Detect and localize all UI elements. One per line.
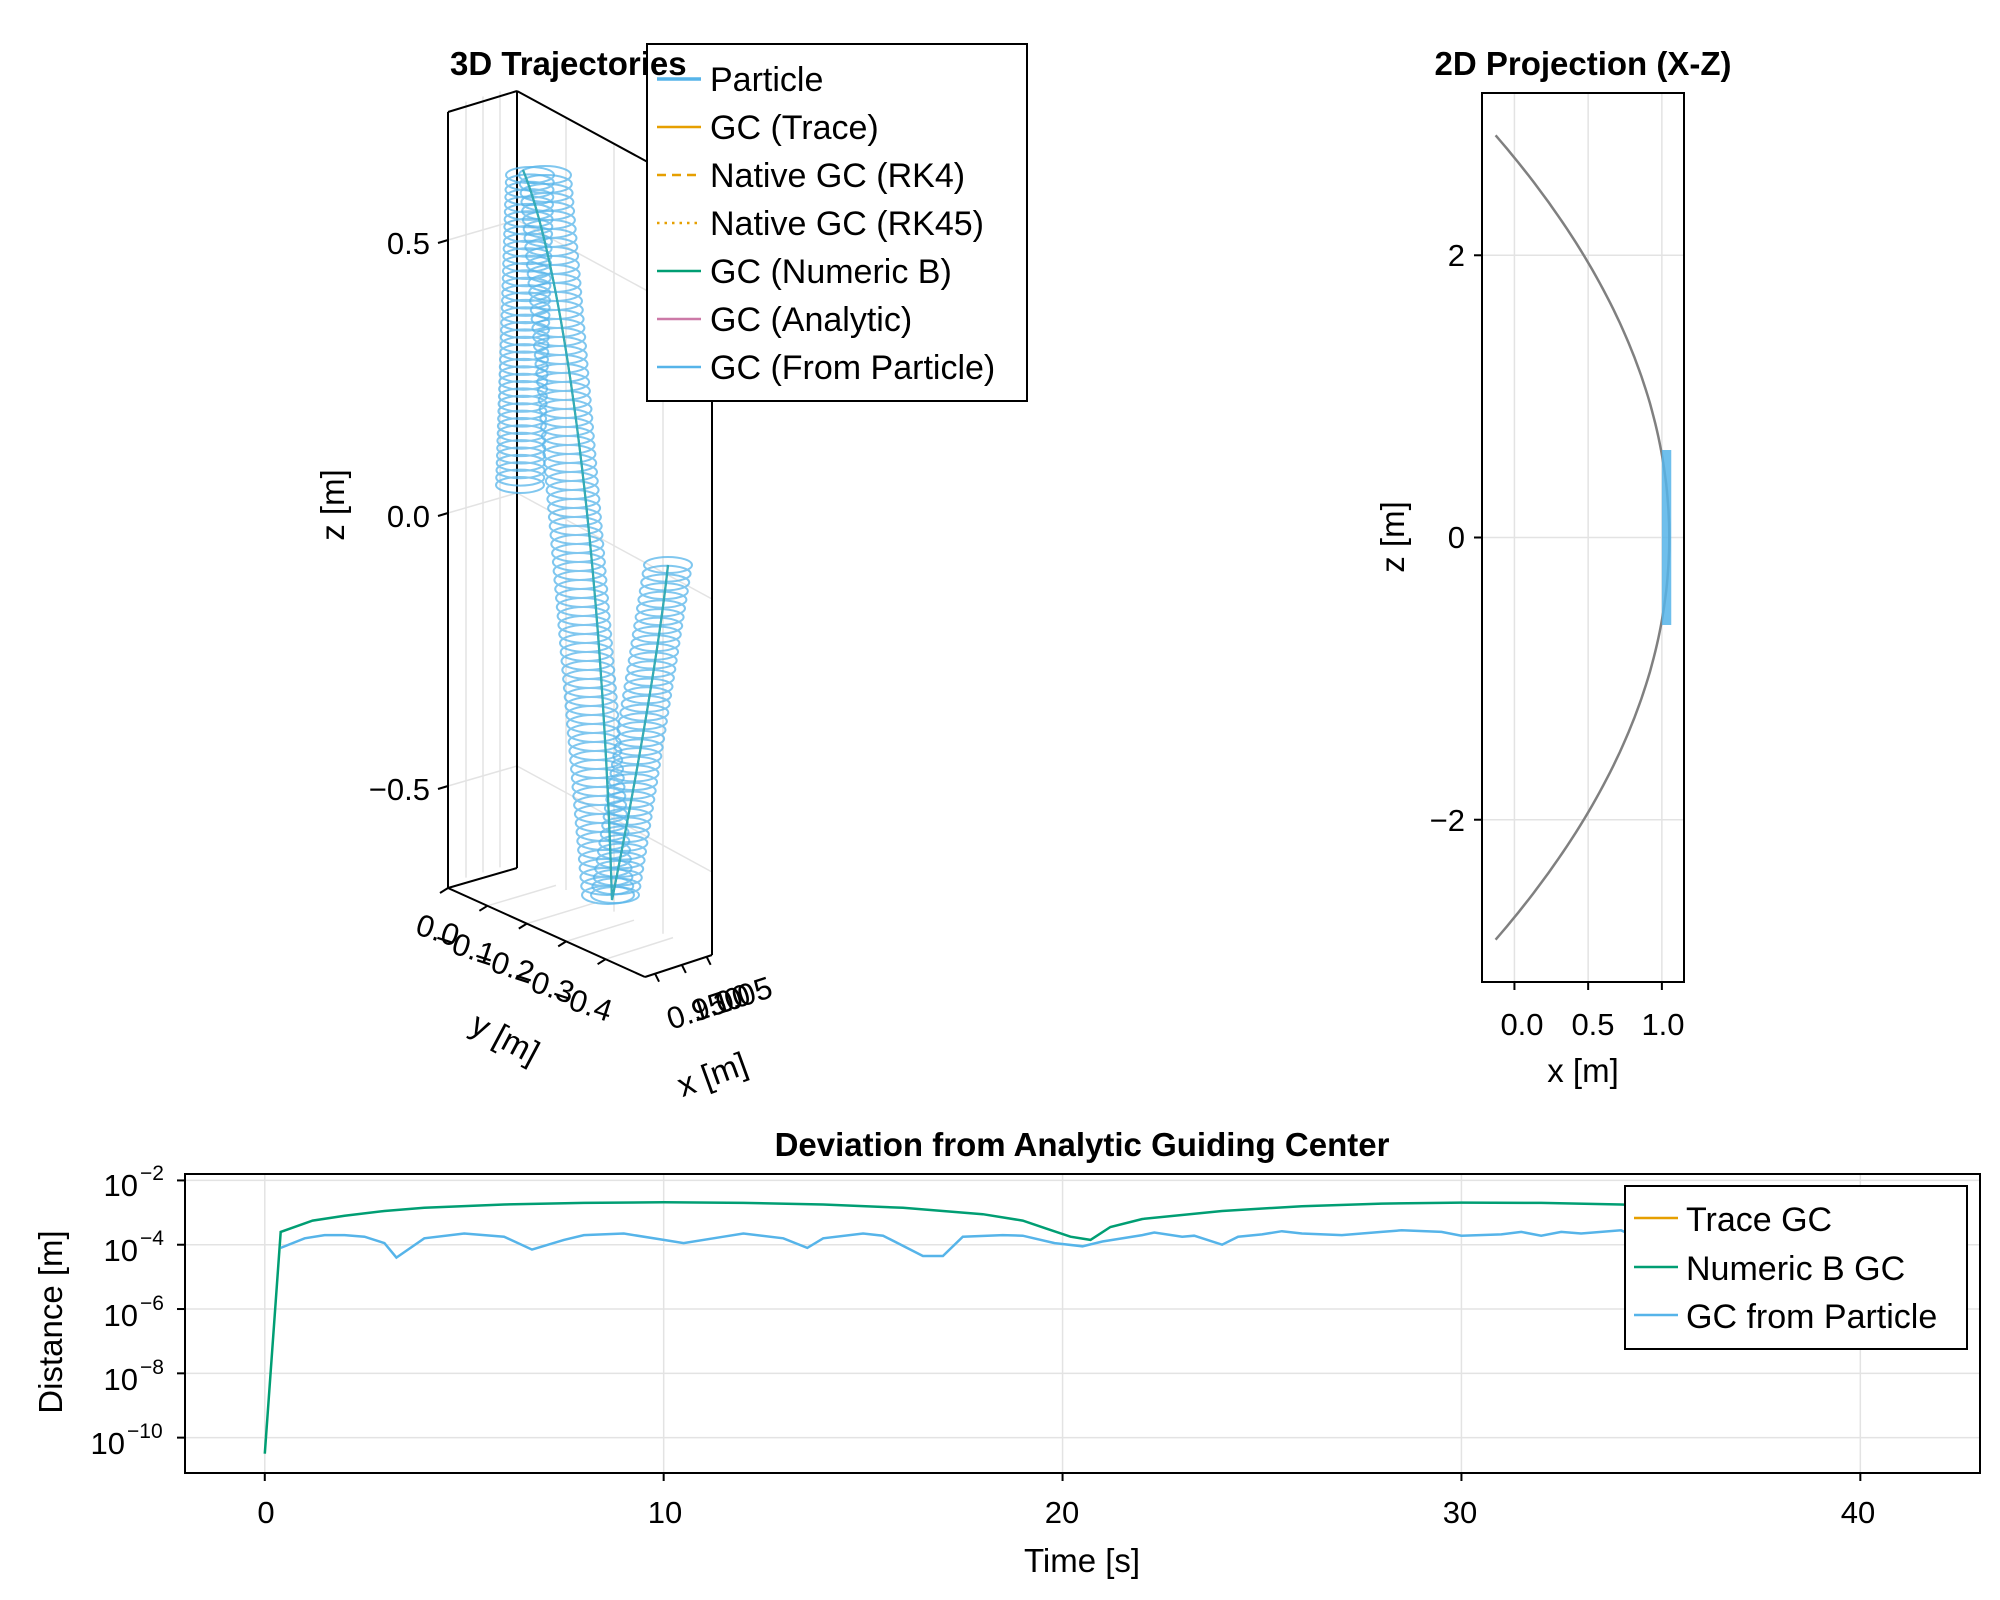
3d-x-tick [680, 964, 687, 974]
3d-z-tick [437, 239, 449, 244]
z-tick-label: −0.5 [369, 772, 430, 807]
3d-x-tick [654, 973, 660, 983]
3d-x-tick [705, 956, 712, 966]
legend-label: Particle [710, 61, 823, 99]
3d-box-edge [644, 954, 713, 978]
panel-deviation: 0 10 20 30 40 10 −2 10 −4 10 −6 10 −8 10… [32, 1126, 1981, 1579]
3d-y-tick [518, 922, 528, 930]
3d-z-tick [437, 512, 449, 517]
x-tick-label-dev: 40 [1841, 1495, 1875, 1530]
3d-trajectory-plot [495, 165, 694, 905]
x-axis-label: x [m] [672, 1045, 752, 1104]
y-tick-label-dev: 10 [104, 1298, 138, 1333]
y-axis-label-2d: z [m] [1374, 501, 1411, 573]
3d-y-tick [439, 887, 449, 894]
3d-grid-line [605, 936, 674, 960]
legend-label: GC (From Particle) [710, 349, 995, 387]
y-tick-label-dev: 10 [104, 1233, 138, 1268]
3d-particle-helix [590, 556, 694, 904]
3d-tick-marks [437, 239, 712, 983]
3d-y-tick [557, 940, 567, 948]
legend-deviation-box [1624, 1185, 1968, 1350]
y-tick-label: −0.4 [548, 976, 617, 1028]
x-tick-label-dev: 30 [1443, 1495, 1477, 1530]
legend-label: Trace GC [1686, 1201, 1832, 1239]
2d-particle-band [1661, 450, 1672, 625]
z-tick-label: 0.5 [387, 226, 430, 261]
3d-grid-line [526, 902, 596, 925]
x-axis-label-2d: x [m] [1547, 1052, 1619, 1089]
legend-label: GC (Numeric B) [710, 253, 952, 291]
y-axis-label: y [m] [465, 1005, 546, 1071]
x-axis-label-dev: Time [s] [1024, 1542, 1140, 1579]
y-tick-label-dev: 10 [104, 1168, 138, 1203]
y-tick-label-2d: 2 [1448, 238, 1465, 273]
y-tick-exponent-dev: −4 [140, 1227, 164, 1250]
legend-label: GC from Particle [1686, 1298, 1937, 1336]
y-tick-label-dev: 10 [91, 1426, 125, 1461]
x-tick-label-dev: 10 [648, 1495, 682, 1530]
2d-grid [1482, 93, 1684, 982]
x-tick-label-2d: 0.0 [1500, 1007, 1543, 1042]
x-tick-label-dev: 0 [257, 1495, 274, 1530]
deviation-ticks [177, 1179, 1862, 1481]
3d-y-tick [478, 904, 488, 912]
chart-title-deviation: Deviation from Analytic Guiding Center [775, 1126, 1390, 1163]
legend-deviation: Trace GC Numeric B GC GC from Particle [1624, 1185, 1968, 1350]
y-tick-label-2d: 0 [1448, 520, 1465, 555]
3d-y-tick [597, 958, 607, 966]
legend-label: Numeric B GC [1686, 1250, 1905, 1288]
y-tick-label-2d: −2 [1430, 803, 1465, 838]
legend-3d-box [646, 43, 1028, 402]
y-tick-label-dev: 10 [104, 1362, 138, 1397]
3d-grid-line [487, 884, 557, 907]
x-tick-label-dev: 20 [1045, 1495, 1079, 1530]
y-tick-exponent-dev: −10 [127, 1420, 163, 1443]
panel-2d-projection: 0.0 0.5 1.0 2 0 −2 x [m] z [m] 2D Projec… [1374, 45, 1732, 1089]
legend-3d: Particle GC (Trace) Native GC (RK4) Nati… [646, 43, 1028, 402]
legend-label: GC (Trace) [710, 109, 879, 147]
deviation-plot-frame [184, 1173, 1981, 1474]
2d-plot [1494, 134, 1672, 941]
3d-box-edge [447, 867, 518, 889]
y-axis-label-dev: Distance [m] [32, 1230, 69, 1413]
x-tick-label: 1.05 [708, 970, 776, 1022]
legend-label: Native GC (RK45) [710, 205, 984, 243]
chart-title-2d: 2D Projection (X-Z) [1434, 45, 1731, 82]
chart-title-3d: 3D Trajectories [450, 45, 687, 82]
3d-z-tick [437, 785, 449, 790]
x-tick-label-2d: 0.5 [1571, 1007, 1614, 1042]
legend-label: Native GC (RK4) [710, 157, 965, 195]
y-tick-exponent-dev: −6 [140, 1292, 164, 1315]
3d-gc-from-particle-curve [522, 169, 669, 901]
3d-box-edge [447, 90, 518, 113]
deviation-series-line [280, 1229, 1901, 1260]
panel-3d-trajectories: 0.5 0.0 −0.5 z [m] 0.0 −0.1 −0.2 −0.3 −0… [314, 43, 1028, 1104]
z-axis-label: z [m] [314, 469, 351, 541]
y-tick-exponent-dev: −8 [140, 1356, 164, 1379]
legend-label: GC (Analytic) [710, 301, 912, 339]
3d-grid-line [565, 919, 635, 943]
3d-box-edge [447, 887, 646, 978]
z-tick-label: 0.0 [387, 499, 430, 534]
2d-ticks [1474, 254, 1663, 990]
y-tick-exponent-dev: −2 [140, 1162, 164, 1185]
x-tick-label-2d: 1.0 [1641, 1007, 1684, 1042]
